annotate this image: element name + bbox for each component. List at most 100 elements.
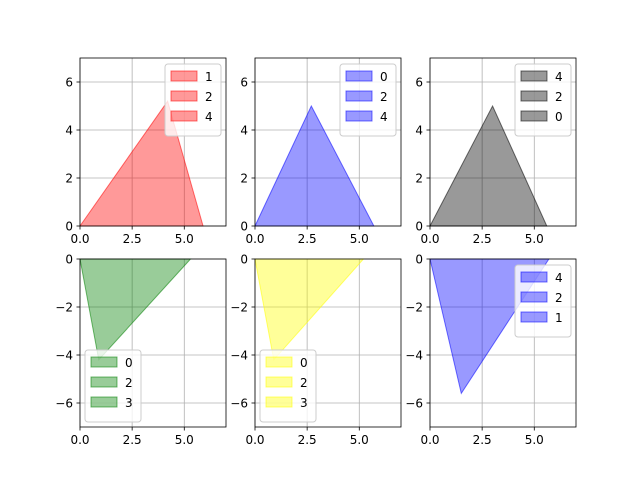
y-tick-label: 0 [415, 220, 423, 234]
area-fill [254, 258, 365, 361]
y-tick-label: 4 [65, 124, 73, 138]
legend-label: 2 [555, 90, 563, 104]
x-tick-label: 0.0 [245, 232, 264, 246]
y-tick-label: 0 [240, 220, 248, 234]
x-tick-label: 5.0 [350, 232, 369, 246]
x-tick-label: 0.0 [420, 232, 439, 246]
legend-label: 3 [125, 396, 133, 410]
y-tick-label: 2 [415, 172, 423, 186]
legend: 0 2 4 [339, 63, 397, 137]
legend-swatch [345, 70, 373, 82]
legend-label: 3 [300, 396, 308, 410]
x-tick-label: 2.5 [298, 232, 317, 246]
legend-swatch [265, 356, 293, 368]
legend-box [259, 349, 317, 423]
legend-swatch [520, 110, 548, 122]
legend-label: 2 [380, 90, 388, 104]
area-fill [79, 258, 192, 361]
x-tick-label: 5.0 [525, 433, 544, 447]
legend-swatch [90, 376, 118, 388]
legend-swatch [520, 311, 548, 323]
subplot-6: 0.0 2.5 5.0 0 −2 −4 −6 4 2 1 [405, 253, 577, 447]
y-tick-label: −2 [230, 301, 248, 315]
y-tick-label: 4 [240, 124, 248, 138]
subplot-3: 0.0 2.5 5.0 0 2 4 6 4 2 0 [415, 57, 577, 246]
legend-label: 4 [380, 110, 388, 124]
legend: 0 2 3 [84, 349, 142, 423]
legend-label: 0 [125, 356, 133, 370]
legend-swatch [520, 291, 548, 303]
legend-swatch [345, 90, 373, 102]
legend-label: 0 [380, 70, 388, 84]
subplot-1: 0.0 2.5 5.0 0 2 4 6 1 2 4 [65, 57, 227, 246]
axes-frame [254, 258, 402, 428]
y-tick-label: −6 [55, 397, 73, 411]
x-tick-label: 0.0 [70, 433, 89, 447]
legend-label: 4 [555, 70, 563, 84]
x-tick-label: 2.5 [123, 232, 142, 246]
legend-label: 0 [555, 110, 563, 124]
legend-label: 2 [205, 90, 213, 104]
legend-box [514, 264, 572, 338]
legend: 4 2 0 [514, 63, 572, 137]
subplot-4: 0.0 2.5 5.0 0 −2 −4 −6 0 2 3 [55, 253, 227, 447]
y-tick-label: 0 [65, 253, 73, 267]
legend-label: 1 [205, 70, 213, 84]
legend-swatch [520, 70, 548, 82]
legend-swatch [345, 110, 373, 122]
legend-label: 2 [555, 291, 563, 305]
legend-label: 2 [125, 376, 133, 390]
x-tick-label: 0.0 [70, 232, 89, 246]
axes-frame [254, 57, 402, 227]
axes-frame [429, 258, 577, 428]
legend: 0 2 3 [259, 349, 317, 423]
y-tick-label: −4 [55, 349, 73, 363]
y-tick-label: −4 [230, 349, 248, 363]
legend-swatch [90, 356, 118, 368]
y-tick-label: −2 [405, 301, 423, 315]
legend-label: 2 [300, 376, 308, 390]
y-tick-label: −6 [230, 397, 248, 411]
legend-label: 4 [555, 271, 563, 285]
legend-label: 0 [300, 356, 308, 370]
legend-label: 4 [205, 110, 213, 124]
legend-swatch [520, 90, 548, 102]
x-tick-label: 5.0 [175, 232, 194, 246]
legend-swatch [90, 396, 118, 408]
x-tick-label: 0.0 [245, 433, 264, 447]
legend-swatch [265, 396, 293, 408]
y-tick-label: 6 [65, 76, 73, 90]
legend-box [514, 63, 572, 137]
x-tick-label: 5.0 [525, 232, 544, 246]
subplot-5: 0.0 2.5 5.0 0 −2 −4 −6 0 2 3 [230, 253, 402, 447]
y-tick-label: 0 [65, 220, 73, 234]
x-tick-label: 5.0 [350, 433, 369, 447]
legend-box [84, 349, 142, 423]
legend-swatch [170, 70, 198, 82]
subplot-2: 0.0 2.5 5.0 0 2 4 6 0 2 4 [240, 57, 402, 246]
x-tick-label: 2.5 [473, 433, 492, 447]
y-tick-label: −4 [405, 349, 423, 363]
legend-swatch [520, 271, 548, 283]
y-tick-label: 0 [415, 253, 423, 267]
y-tick-label: 2 [240, 172, 248, 186]
y-tick-label: 6 [415, 76, 423, 90]
y-tick-label: 2 [65, 172, 73, 186]
legend: 1 2 4 [164, 63, 222, 137]
x-tick-label: 2.5 [473, 232, 492, 246]
legend-label: 1 [555, 311, 563, 325]
legend-box [339, 63, 397, 137]
x-tick-label: 2.5 [298, 433, 317, 447]
legend-swatch [170, 110, 198, 122]
legend-swatch [265, 376, 293, 388]
legend: 4 2 1 [514, 264, 572, 338]
axes-frame [79, 57, 227, 227]
y-tick-label: −6 [405, 397, 423, 411]
axes-frame [429, 57, 577, 227]
x-tick-label: 0.0 [420, 433, 439, 447]
legend-box [164, 63, 222, 137]
y-tick-label: 6 [240, 76, 248, 90]
y-tick-label: −2 [55, 301, 73, 315]
x-tick-label: 5.0 [175, 433, 194, 447]
